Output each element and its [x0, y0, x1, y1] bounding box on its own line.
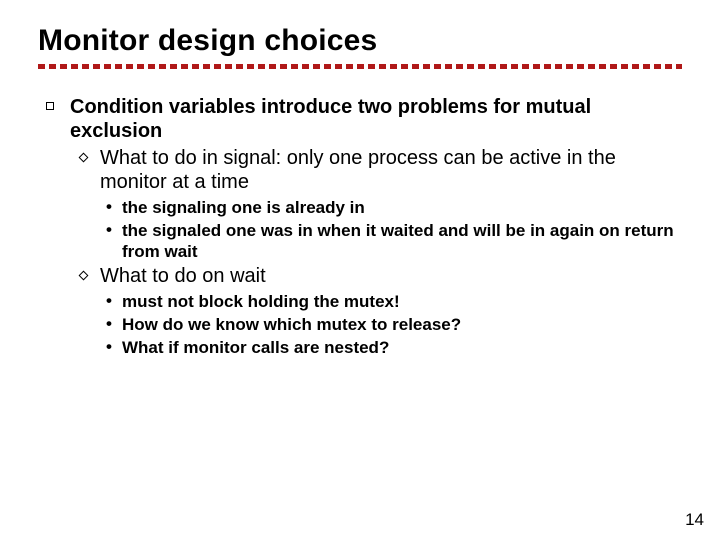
list-item: What to do on wait must not block holdin…	[70, 264, 682, 358]
list-item: the signaled one was in when it waited a…	[100, 220, 682, 263]
list-item: Condition variables introduce two proble…	[38, 95, 682, 358]
bullet-text: What to do in signal: only one process c…	[100, 147, 616, 193]
list-item: What if monitor calls are nested?	[100, 337, 682, 358]
bullet-text: must not block holding the mutex!	[122, 292, 400, 311]
bullet-text: What if monitor calls are nested?	[122, 338, 389, 357]
slide-title: Monitor design choices	[38, 24, 682, 58]
bullet-list-level2: What to do in signal: only one process c…	[70, 146, 682, 359]
bullet-text: the signaled one was in when it waited a…	[122, 221, 674, 261]
bullet-list-level3: the signaling one is already in the sign…	[100, 197, 682, 263]
bullet-text: the signaling one is already in	[122, 198, 365, 217]
list-item: How do we know which mutex to release?	[100, 314, 682, 335]
slide: Monitor design choices Condition variabl…	[0, 0, 720, 540]
bullet-list-level1: Condition variables introduce two proble…	[38, 95, 682, 358]
bullet-text: What to do on wait	[100, 265, 266, 287]
bullet-text: Condition variables introduce two proble…	[70, 96, 591, 142]
page-number: 14	[685, 510, 704, 530]
list-item: the signaling one is already in	[100, 197, 682, 218]
bullet-text: How do we know which mutex to release?	[122, 315, 461, 334]
title-divider	[38, 64, 682, 69]
bullet-list-level3: must not block holding the mutex! How do…	[100, 291, 682, 359]
list-item: must not block holding the mutex!	[100, 291, 682, 312]
list-item: What to do in signal: only one process c…	[70, 146, 682, 263]
